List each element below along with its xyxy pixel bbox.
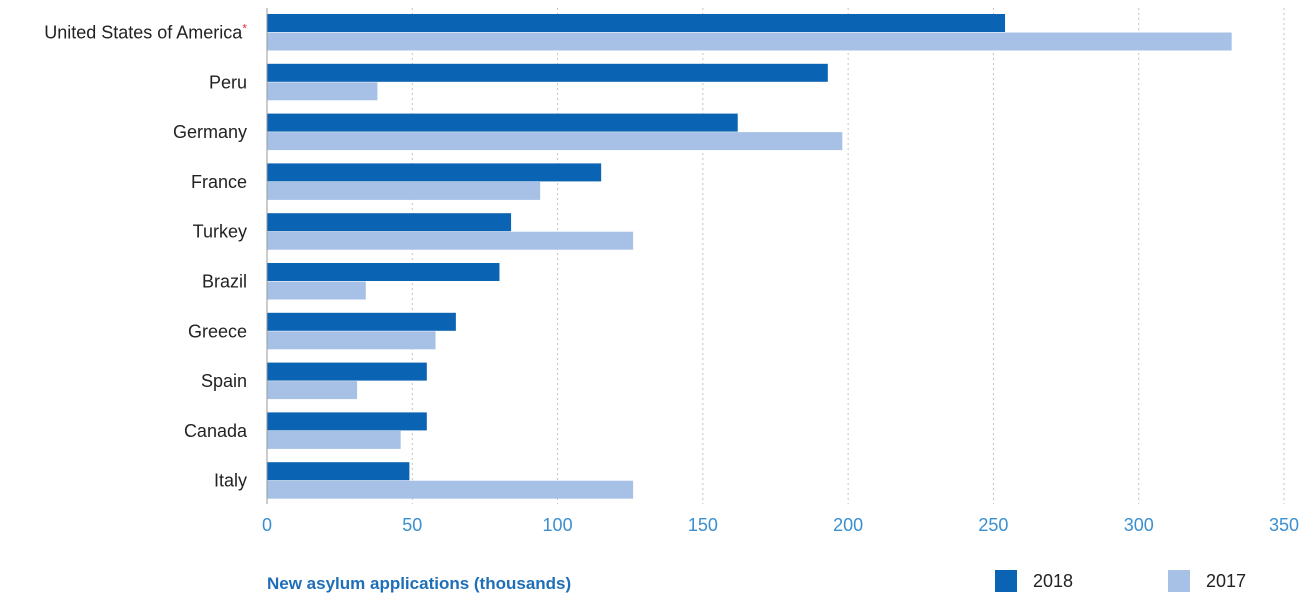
category-label-6: Brazil — [202, 272, 247, 292]
bar-2017-8 — [267, 381, 358, 400]
bar-2017-3 — [267, 132, 843, 151]
legend: 2018 2017 — [995, 570, 1246, 592]
legend-label-2018: 2018 — [1033, 571, 1073, 591]
bar-2018-6 — [267, 263, 500, 281]
category-label-2: Peru — [209, 72, 247, 92]
bar-2018-9 — [267, 412, 427, 431]
bar-2018-3 — [267, 113, 738, 132]
category-label-3: Germany — [173, 122, 247, 142]
category-label-7: Greece — [188, 321, 247, 341]
bar-2018-8 — [267, 362, 427, 381]
x-tick-labels: 0 50 100 150 200 250 300 350 — [262, 515, 1299, 535]
bar-2017-10 — [267, 480, 634, 499]
x-axis-label: New asylum applications (thousands) — [267, 574, 571, 593]
bar-2018-5 — [267, 213, 512, 232]
x-tick-label-300: 300 — [1124, 515, 1154, 535]
bar-2017-6 — [267, 281, 366, 300]
bar-2018-7 — [267, 312, 456, 331]
legend-label-2017: 2017 — [1206, 571, 1246, 591]
bar-2017-5 — [267, 231, 634, 250]
bar-2018-4 — [267, 163, 602, 182]
category-label-9: Canada — [184, 421, 248, 441]
category-label-1: United States of America* — [44, 22, 247, 43]
bar-2017-7 — [267, 331, 436, 350]
legend-swatch-2018 — [995, 570, 1017, 592]
x-tick-label-200: 200 — [833, 515, 863, 535]
bar-2017-4 — [267, 181, 541, 200]
category-label-8: Spain — [201, 371, 247, 391]
bar-2018-1 — [267, 14, 1006, 32]
bar-2018-2 — [267, 63, 828, 82]
bars — [267, 14, 1232, 499]
legend-swatch-2017 — [1168, 570, 1190, 592]
x-tick-label-100: 100 — [543, 515, 573, 535]
x-tick-label-250: 250 — [978, 515, 1008, 535]
category-label-4: France — [191, 172, 247, 192]
x-tick-label-50: 50 — [402, 515, 422, 535]
footnote-mark: * — [242, 22, 247, 36]
bar-2018-10 — [267, 462, 410, 481]
category-label-5: Turkey — [193, 222, 247, 242]
grid — [411, 8, 1285, 504]
bar-2017-1 — [267, 32, 1232, 51]
x-tick-label-150: 150 — [688, 515, 718, 535]
bar-2017-9 — [267, 430, 401, 449]
bar-2017-2 — [267, 82, 378, 101]
category-label-10: Italy — [214, 471, 247, 491]
category-labels: United States of America* Peru Germany Fran… — [44, 22, 248, 491]
x-tick-label-350: 350 — [1269, 515, 1299, 535]
x-tick-label-0: 0 — [262, 515, 272, 535]
